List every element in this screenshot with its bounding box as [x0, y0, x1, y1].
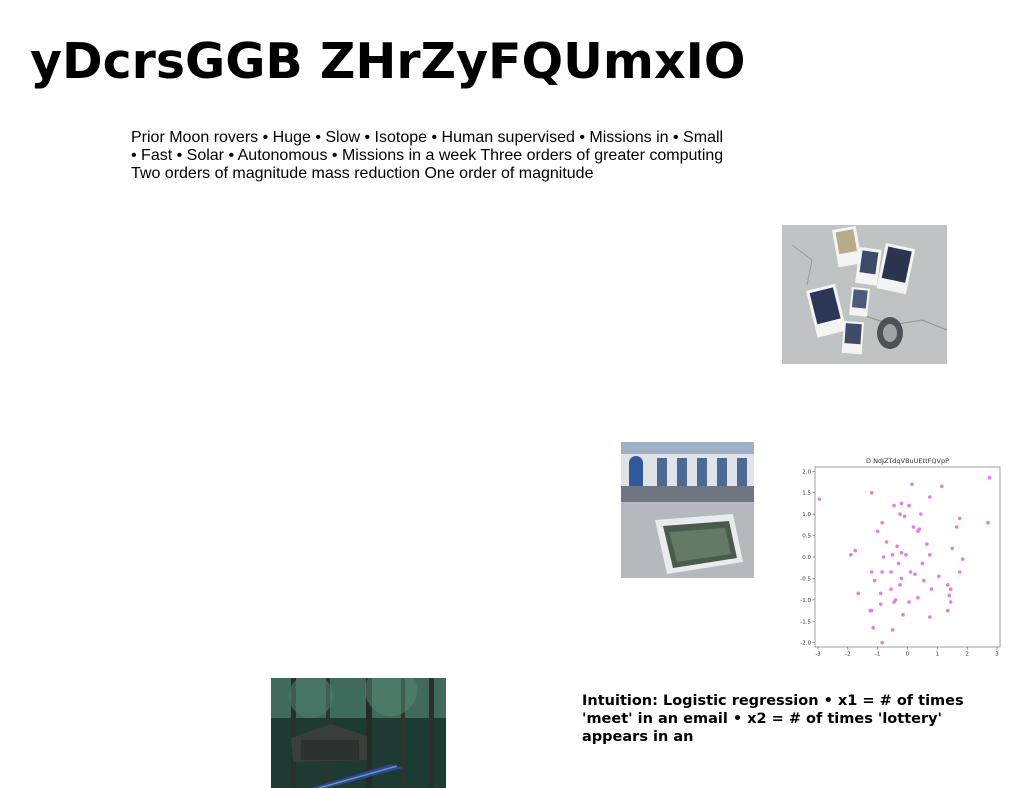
data-point [948, 587, 953, 591]
y-tick-label: -1.5 [800, 619, 811, 625]
x-tick-label: 3 [995, 652, 999, 658]
data-point [945, 608, 950, 613]
data-point [853, 548, 858, 553]
data-point [878, 591, 883, 596]
data-point [869, 490, 874, 495]
data-point [892, 503, 896, 508]
data-point [901, 613, 905, 617]
data-point [872, 578, 877, 583]
data-point [920, 561, 925, 566]
y-tick-label: 1.0 [802, 512, 811, 518]
data-point [987, 475, 992, 480]
data-point [957, 570, 962, 574]
data-point [890, 553, 895, 557]
chart-title: D NdJZTdqVBuUEttFQVpP [866, 457, 949, 465]
x-tick-label: -1 [875, 652, 880, 658]
data-point [910, 482, 914, 486]
data-point [880, 640, 884, 645]
y-tick-label: -2.0 [800, 641, 811, 647]
caption-text: Intuition: Logistic regression • x1 = # … [582, 693, 964, 745]
data-point [950, 546, 955, 551]
data-point [960, 557, 965, 561]
data-point [929, 587, 934, 591]
photo-forest [271, 678, 446, 788]
data-point [880, 570, 884, 574]
data-point [869, 570, 874, 574]
data-point [917, 527, 922, 531]
data-point [880, 520, 884, 525]
data-point [896, 561, 901, 566]
data-point [899, 576, 904, 581]
y-tick-label: 2.0 [802, 469, 811, 475]
body-text: Prior Moon rovers • Huge • Slow • Isotop… [131, 129, 724, 182]
x-tick-label: 0 [906, 652, 910, 658]
data-point [947, 593, 952, 598]
data-point [907, 503, 911, 508]
data-point [945, 583, 950, 587]
data-point [937, 574, 941, 579]
data-point [908, 570, 913, 574]
data-point [898, 583, 902, 587]
data-point [884, 540, 889, 544]
data-point [871, 625, 875, 630]
data-point [881, 555, 886, 559]
data-point [913, 572, 917, 576]
data-point [899, 550, 904, 555]
data-point [907, 600, 911, 604]
plot-frame [814, 466, 1001, 648]
data-point [928, 495, 932, 499]
data-point [940, 484, 944, 489]
data-point [868, 608, 873, 613]
data-point [899, 501, 904, 506]
data-point [890, 628, 895, 632]
data-point [948, 600, 953, 604]
photo-polaroids [782, 225, 947, 364]
data-point [902, 514, 907, 519]
data-point [856, 591, 861, 596]
x-tick-label: 1 [936, 652, 940, 658]
x-tick-label: 2 [965, 652, 969, 658]
data-point [922, 578, 926, 583]
y-tick-label: -1.0 [800, 598, 811, 604]
data-point [892, 600, 896, 604]
data-point [878, 602, 883, 606]
data-point [889, 570, 893, 574]
data-point [928, 615, 932, 619]
data-point [904, 553, 908, 557]
data-point [875, 529, 880, 534]
data-point [817, 497, 822, 501]
scatter-chart: D NdJZTdqVBuUEttFQVpP -3 -2 -1 0 1 2 3 -2.0 -1.5 -… [800, 457, 1001, 658]
data-point [925, 542, 929, 546]
data-point [889, 587, 893, 591]
x-tick-label: -3 [815, 652, 821, 658]
data-point [898, 512, 902, 516]
data-point [849, 553, 853, 557]
y-tick-label: 1.5 [802, 491, 811, 497]
data-point [986, 520, 990, 525]
data-point [919, 512, 923, 516]
data-point [928, 553, 932, 557]
data-point [911, 525, 916, 529]
data-point [916, 595, 920, 600]
photo-courtyard [621, 442, 754, 578]
slide-title: yDcrsGGB ZHrZyFQUmxIO [30, 33, 746, 90]
data-point [957, 516, 962, 521]
data-point [895, 544, 899, 549]
x-tick-label: -2 [845, 652, 850, 658]
y-tick-label: -0.5 [800, 576, 811, 582]
y-tick-label: 0.5 [802, 534, 811, 540]
data-point [954, 525, 959, 529]
y-tick-label: 0.0 [802, 555, 811, 561]
